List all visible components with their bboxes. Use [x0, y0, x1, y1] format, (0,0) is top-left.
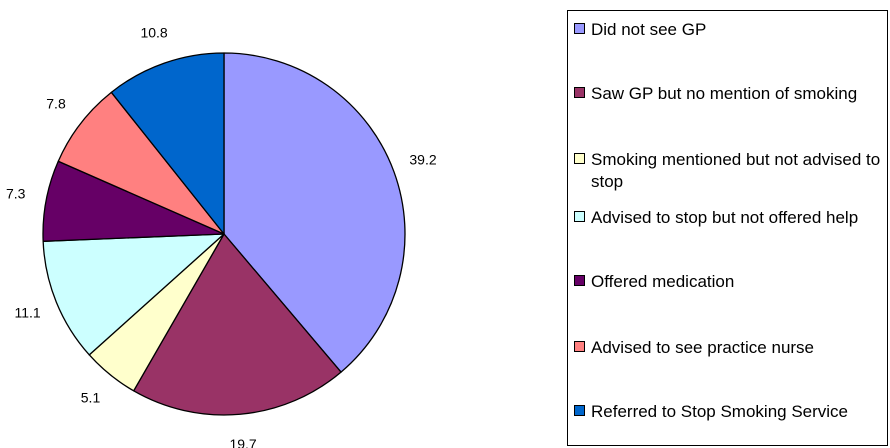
legend: Did not see GP Saw GP but no mention of … — [567, 10, 888, 446]
legend-label: Smoking mentioned but not advised to sto… — [591, 150, 881, 191]
legend-label: Did not see GP — [591, 20, 707, 39]
legend-label: Offered medication — [591, 272, 735, 291]
data-label: 19.7 — [229, 436, 256, 448]
data-label: 7.8 — [46, 95, 66, 111]
legend-swatch — [574, 211, 585, 222]
legend-swatch — [574, 153, 585, 164]
legend-label: Referred to Stop Smoking Service — [591, 402, 849, 421]
pie-slice — [42, 233, 225, 356]
data-label: 10.8 — [140, 25, 167, 41]
legend-label: Saw GP but no mention of smoking — [591, 84, 858, 103]
legend-swatch — [574, 87, 585, 98]
pie-chart: 39.2 19.7 5.1 11.1 7.3 7.8 10.8 — [6, 25, 437, 448]
data-label: 7.3 — [6, 185, 26, 201]
data-label: 39.2 — [409, 152, 436, 168]
legend-label: Advised to stop but not offered help — [591, 208, 859, 227]
legend-swatch — [574, 23, 585, 34]
data-label: 11.1 — [14, 305, 40, 321]
legend-swatch — [574, 405, 585, 416]
data-label: 5.1 — [81, 389, 101, 405]
pie-slice — [110, 52, 225, 235]
legend-swatch — [574, 341, 585, 352]
legend-label: Advised to see practice nurse — [591, 338, 815, 357]
legend-swatch — [574, 275, 585, 286]
pie-slice — [133, 233, 342, 416]
pie-slice — [223, 52, 406, 373]
